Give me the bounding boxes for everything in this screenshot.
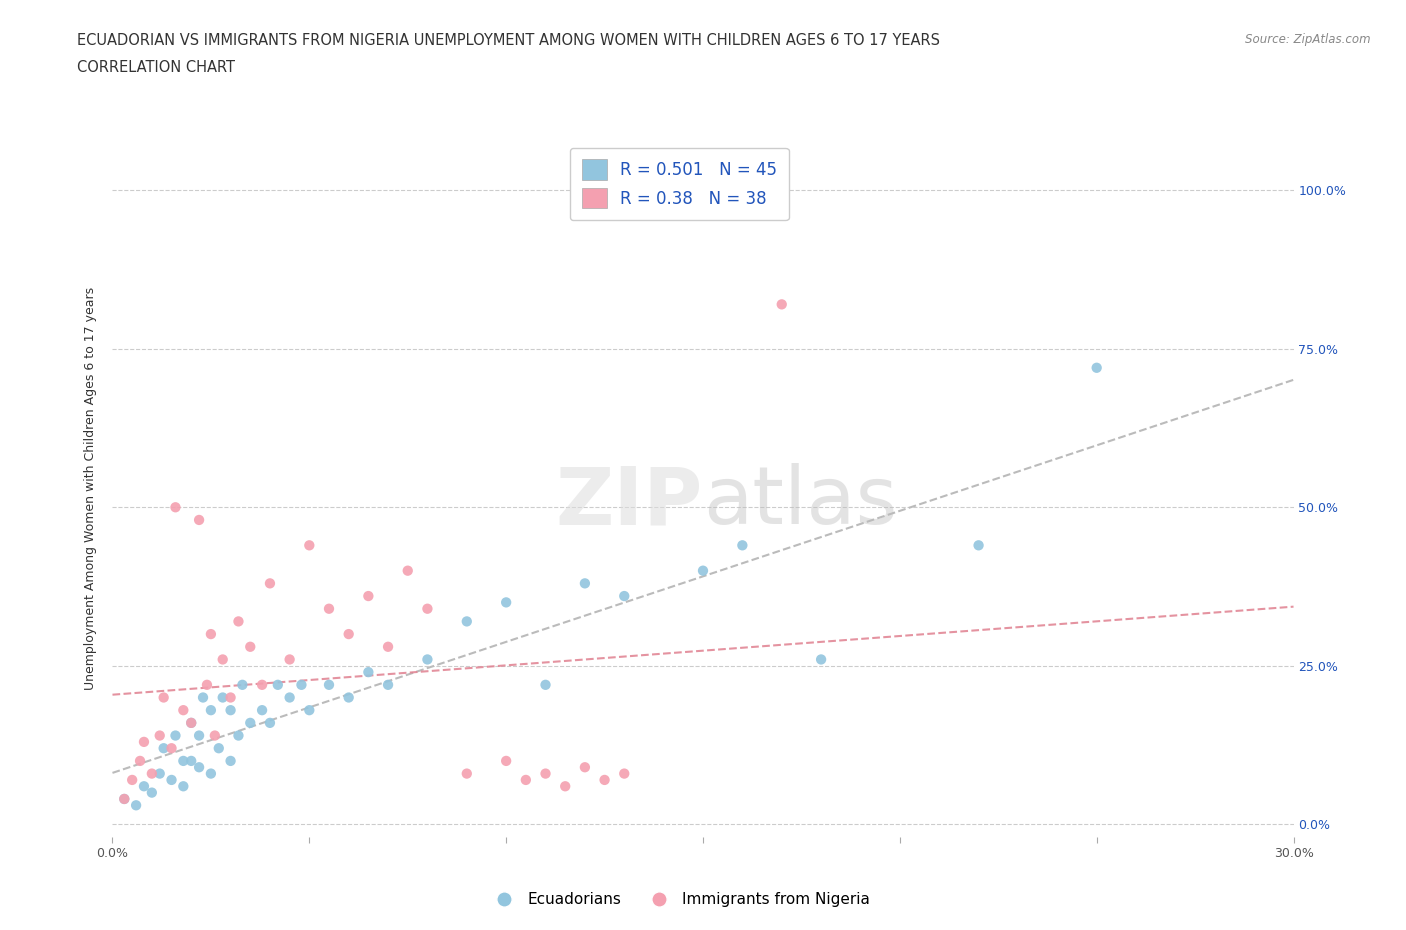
Point bbox=[188, 760, 211, 775]
Point bbox=[515, 773, 537, 788]
Y-axis label: Unemployment Among Women with Children Ages 6 to 17 years: Unemployment Among Women with Children A… bbox=[83, 286, 97, 690]
Point bbox=[200, 627, 222, 642]
Point bbox=[188, 728, 211, 743]
Point bbox=[259, 576, 281, 591]
Point bbox=[318, 602, 340, 617]
Point bbox=[141, 766, 163, 781]
Point bbox=[191, 690, 214, 705]
Point bbox=[219, 703, 242, 718]
Point bbox=[219, 690, 242, 705]
Point bbox=[152, 690, 174, 705]
Point bbox=[180, 753, 202, 768]
Point bbox=[298, 703, 321, 718]
Point bbox=[534, 677, 557, 692]
Text: ECUADORIAN VS IMMIGRANTS FROM NIGERIA UNEMPLOYMENT AMONG WOMEN WITH CHILDREN AGE: ECUADORIAN VS IMMIGRANTS FROM NIGERIA UN… bbox=[77, 33, 941, 47]
Point bbox=[337, 627, 360, 642]
Point bbox=[195, 677, 218, 692]
Point bbox=[337, 690, 360, 705]
Point bbox=[1085, 360, 1108, 375]
Point bbox=[152, 741, 174, 756]
Point bbox=[278, 690, 301, 705]
Point bbox=[554, 778, 576, 793]
Point bbox=[211, 652, 233, 667]
Point bbox=[204, 728, 226, 743]
Point bbox=[278, 652, 301, 667]
Point bbox=[613, 766, 636, 781]
Point bbox=[172, 778, 194, 793]
Point bbox=[200, 703, 222, 718]
Legend: Ecuadorians, Immigrants from Nigeria: Ecuadorians, Immigrants from Nigeria bbox=[482, 886, 876, 913]
Point bbox=[810, 652, 832, 667]
Text: atlas: atlas bbox=[703, 463, 897, 541]
Point bbox=[298, 538, 321, 552]
Point bbox=[495, 753, 517, 768]
Point bbox=[172, 703, 194, 718]
Point bbox=[731, 538, 754, 552]
Point bbox=[416, 602, 439, 617]
Text: Source: ZipAtlas.com: Source: ZipAtlas.com bbox=[1246, 33, 1371, 46]
Point bbox=[228, 614, 250, 629]
Point bbox=[141, 785, 163, 800]
Point bbox=[456, 614, 478, 629]
Point bbox=[967, 538, 990, 552]
Point bbox=[132, 778, 155, 793]
Point bbox=[112, 791, 135, 806]
Point bbox=[125, 798, 148, 813]
Point bbox=[239, 639, 262, 654]
Point bbox=[290, 677, 312, 692]
Point bbox=[160, 773, 183, 788]
Point bbox=[149, 766, 172, 781]
Point bbox=[160, 741, 183, 756]
Point bbox=[396, 564, 419, 578]
Point bbox=[416, 652, 439, 667]
Point bbox=[574, 576, 596, 591]
Point bbox=[250, 677, 273, 692]
Point bbox=[180, 715, 202, 730]
Point bbox=[208, 741, 231, 756]
Text: ZIP: ZIP bbox=[555, 463, 703, 541]
Point bbox=[200, 766, 222, 781]
Point bbox=[613, 589, 636, 604]
Point bbox=[495, 595, 517, 610]
Point bbox=[593, 773, 616, 788]
Point bbox=[377, 639, 399, 654]
Point bbox=[172, 753, 194, 768]
Point bbox=[129, 753, 152, 768]
Point bbox=[231, 677, 253, 692]
Point bbox=[534, 766, 557, 781]
Point bbox=[112, 791, 135, 806]
Point bbox=[180, 715, 202, 730]
Point bbox=[456, 766, 478, 781]
Point bbox=[318, 677, 340, 692]
Point bbox=[267, 677, 290, 692]
Point bbox=[357, 665, 380, 680]
Point bbox=[228, 728, 250, 743]
Point bbox=[259, 715, 281, 730]
Point bbox=[250, 703, 273, 718]
Point bbox=[692, 564, 714, 578]
Point bbox=[574, 760, 596, 775]
Point bbox=[132, 735, 155, 750]
Point bbox=[377, 677, 399, 692]
Point bbox=[149, 728, 172, 743]
Point bbox=[770, 297, 793, 312]
Point bbox=[357, 589, 380, 604]
Text: CORRELATION CHART: CORRELATION CHART bbox=[77, 60, 235, 75]
Point bbox=[219, 753, 242, 768]
Point bbox=[165, 499, 187, 514]
Point bbox=[188, 512, 211, 527]
Point bbox=[239, 715, 262, 730]
Point bbox=[165, 728, 187, 743]
Point bbox=[211, 690, 233, 705]
Point bbox=[121, 773, 143, 788]
